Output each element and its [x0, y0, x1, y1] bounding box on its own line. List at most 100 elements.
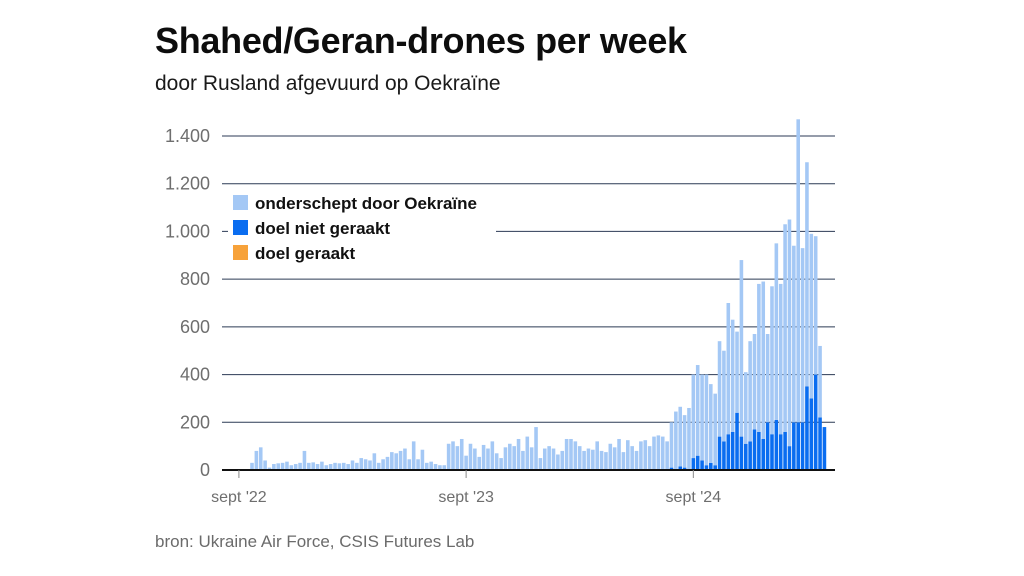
bar-missed — [778, 434, 783, 470]
bar-intercepted — [315, 464, 320, 470]
bar-intercepted — [695, 365, 700, 456]
bar-intercepted — [320, 461, 324, 470]
bar-intercepted — [464, 455, 468, 470]
bar-intercepted — [341, 462, 346, 470]
bar-intercepted — [630, 446, 634, 470]
bar-intercepted — [809, 233, 814, 399]
bar-intercepted — [765, 334, 770, 423]
bar-intercepted — [752, 334, 757, 430]
bar-intercepted — [459, 438, 464, 470]
bar-intercepted — [739, 260, 744, 437]
bar-intercepted — [542, 448, 547, 470]
bar-intercepted — [639, 441, 643, 470]
bar-intercepted — [652, 436, 656, 470]
bar-intercepted — [761, 281, 766, 439]
bar-intercepted — [368, 460, 372, 470]
bar-intercepted — [730, 319, 735, 432]
bar-missed — [752, 429, 757, 470]
bar-intercepted — [359, 458, 364, 470]
bar-intercepted — [726, 303, 731, 435]
bar-intercepted — [494, 453, 499, 470]
bar-intercepted — [569, 438, 573, 470]
bar-intercepted — [468, 443, 473, 470]
bar-intercepted — [796, 119, 800, 423]
bar-intercepted — [813, 236, 818, 375]
bar-intercepted — [394, 453, 398, 470]
bar-intercepted — [381, 459, 385, 470]
bar-intercepted — [709, 384, 713, 463]
bar-intercepted — [433, 464, 438, 470]
bar-intercepted — [783, 224, 787, 432]
bar-intercepted — [280, 462, 285, 470]
y-tick-label: 800 — [180, 269, 210, 289]
bar-missed — [722, 441, 726, 470]
chart-title: Shahed/Geran-drones per week — [155, 20, 687, 61]
chart-subtitle: door Rusland afgevuurd op Oekraïne — [155, 72, 501, 95]
bar-intercepted — [254, 450, 259, 470]
bar-intercepted — [529, 447, 534, 470]
bar-intercepted — [660, 436, 665, 470]
bar-intercepted — [800, 248, 805, 423]
y-tick-label: 600 — [180, 317, 210, 337]
bar-intercepted — [337, 463, 342, 470]
bar-series — [250, 119, 827, 470]
bar-intercepted — [599, 450, 604, 470]
bar-missed — [743, 443, 748, 470]
bar-intercepted — [376, 462, 381, 470]
bar-missed — [770, 434, 774, 470]
bar-missed — [748, 441, 752, 470]
bar-missed — [709, 462, 713, 470]
bar-intercepted — [512, 446, 516, 470]
bar-intercepted — [285, 461, 289, 470]
bar-intercepted — [643, 440, 648, 470]
bar-intercepted — [682, 415, 687, 468]
bar-missed — [713, 465, 717, 470]
bar-missed — [739, 436, 744, 470]
bar-intercepted — [250, 462, 254, 470]
bar-intercepted — [311, 462, 315, 470]
bar-intercepted — [293, 464, 298, 470]
bar-intercepted — [272, 464, 276, 470]
bar-missed — [704, 465, 709, 470]
bar-intercepted — [713, 393, 717, 466]
bar-intercepted — [258, 447, 263, 470]
bar-missed — [796, 422, 800, 470]
bar-intercepted — [385, 456, 390, 470]
bar-intercepted — [298, 462, 302, 470]
bar-intercepted — [634, 450, 639, 470]
bar-intercepted — [473, 448, 477, 470]
bar-intercepted — [818, 345, 822, 418]
bar-missed — [818, 417, 822, 470]
bar-missed — [792, 422, 796, 470]
bar-intercepted — [560, 450, 565, 470]
legend-swatch-intercepted — [233, 195, 248, 210]
bar-intercepted — [302, 450, 307, 470]
bar-intercepted — [446, 443, 451, 470]
bar-intercepted — [490, 441, 495, 470]
legend-label-missed: doel niet geraakt — [255, 219, 390, 238]
bar-intercepted — [595, 441, 599, 470]
x-tick-label: sept '22 — [211, 489, 267, 506]
bar-intercepted — [612, 447, 617, 470]
bar-missed — [765, 422, 770, 470]
bar-intercepted — [346, 464, 350, 470]
source-note: bron: Ukraine Air Force, CSIS Futures La… — [155, 532, 475, 551]
bar-intercepted — [289, 465, 294, 470]
y-tick-label: 1.000 — [165, 221, 210, 241]
bar-intercepted — [665, 441, 669, 470]
bar-missed — [717, 436, 722, 470]
bar-intercepted — [573, 441, 578, 470]
bar-missed — [726, 434, 731, 470]
bar-intercepted — [656, 435, 661, 470]
bar-intercepted — [411, 441, 416, 470]
bar-intercepted — [547, 446, 551, 470]
legend: onderschept door Oekraïne doel niet geraa… — [228, 188, 496, 270]
bar-intercepted — [687, 407, 691, 470]
bar-intercepted — [350, 460, 355, 470]
bar-missed — [787, 446, 792, 470]
legend-label-intercepted: onderschept door Oekraïne — [255, 194, 477, 213]
bar-missed — [813, 374, 818, 470]
bar-missed — [757, 431, 761, 470]
bar-missed — [678, 466, 683, 470]
